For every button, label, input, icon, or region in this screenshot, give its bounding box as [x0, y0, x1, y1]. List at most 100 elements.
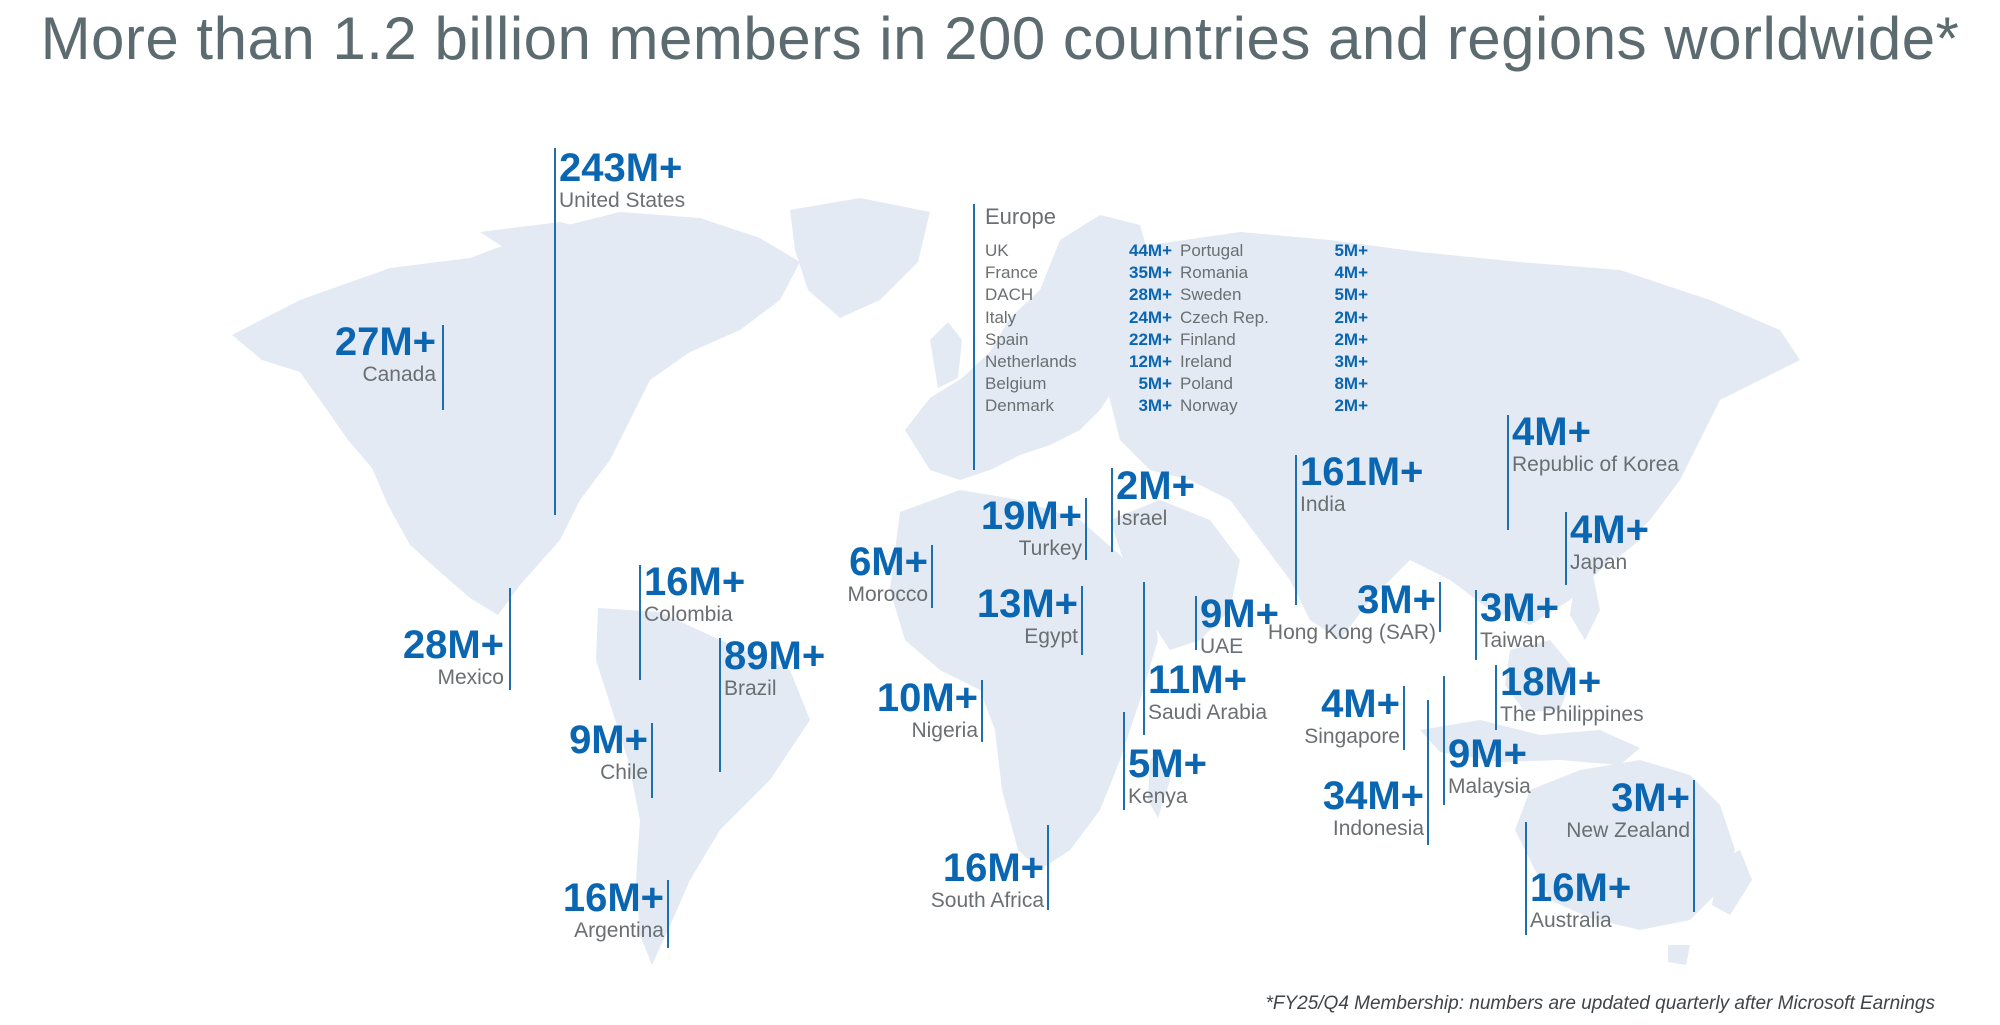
arctic-islands	[480, 222, 620, 258]
indonesia-leader-line	[1427, 700, 1429, 845]
region-callout-malaysia: 9M+ Malaysia	[1448, 734, 1531, 797]
colombia-leader-line	[639, 565, 641, 680]
europe-country-count: 5M+	[1138, 374, 1172, 394]
turkey-leader-line	[1085, 498, 1087, 560]
canada-leader-line	[442, 325, 444, 410]
europe-country-name: Sweden	[1180, 285, 1242, 305]
europe-country-count: 8M+	[1334, 374, 1368, 394]
indonesia-label: Indonesia	[1332, 817, 1424, 840]
north-america-landmass	[232, 212, 800, 615]
sea-islands	[1420, 720, 1640, 765]
region-callout-japan: 4M+ Japan	[1570, 510, 1649, 573]
saudi-arabia-label: Saudi Arabia	[1148, 701, 1268, 724]
japan-landmass	[1605, 450, 1655, 560]
region-callout-canada: 27M+ Canada	[335, 322, 436, 385]
nigeria-label: Nigeria	[911, 719, 978, 742]
europe-country-count: 3M+	[1138, 396, 1172, 416]
korea-leader-line	[1507, 415, 1509, 530]
united-states-leader-line	[554, 148, 556, 515]
south-africa-label: South Africa	[930, 889, 1044, 912]
region-callout-argentina: 16M+ Argentina	[563, 878, 664, 941]
footnote: *FY25/Q4 Membership: numbers are updated…	[1265, 993, 1935, 1014]
chile-member-count: 9M+	[569, 718, 648, 762]
uk-landmass	[930, 322, 962, 388]
europe-country-name: Ireland	[1180, 352, 1232, 371]
europe-country-count: 5M+	[1334, 285, 1368, 305]
region-callout-australia: 16M+ Australia	[1530, 868, 1631, 931]
europe-country-name: DACH	[985, 285, 1034, 305]
borneo-landmass	[1505, 640, 1575, 712]
israel-leader-line	[1111, 468, 1113, 552]
colombia-member-count: 16M+	[644, 560, 746, 604]
europe-country-count: 3M+	[1334, 352, 1368, 371]
israel-member-count: 2M+	[1116, 464, 1195, 508]
colombia-label: Colombia	[644, 603, 733, 626]
hong-kong-leader-line	[1439, 582, 1441, 632]
europe-country-name: Poland	[1180, 374, 1233, 394]
kenya-label: Kenya	[1128, 785, 1188, 808]
new-zealand-member-count: 3M+	[1611, 776, 1690, 820]
region-callout-united-states: 243M+ United States	[559, 148, 685, 211]
brazil-leader-line	[719, 638, 721, 772]
europe-country-count: 22M+	[1129, 329, 1172, 349]
singapore-member-count: 4M+	[1321, 682, 1400, 726]
europe-country-count: 2M+	[1334, 329, 1368, 349]
brazil-label: Brazil	[724, 677, 777, 700]
australia-label: Australia	[1530, 909, 1612, 932]
europe-country-name: Spain	[985, 329, 1029, 349]
new-zealand-label: New Zealand	[1566, 819, 1690, 842]
korea-label: Republic of Korea	[1512, 453, 1679, 476]
greenland-landmass	[790, 198, 930, 318]
europe-country-count: 28M+	[1129, 285, 1172, 305]
region-callout-brazil: 89M+ Brazil	[724, 636, 825, 699]
japan-label: Japan	[1570, 551, 1628, 574]
tasmania-landmass	[1668, 945, 1690, 965]
europe-country-name: Denmark	[985, 396, 1054, 416]
chile-leader-line	[651, 723, 653, 798]
region-callout-hong-kong: 3M+ Hong Kong (SAR)	[1268, 580, 1436, 643]
region-callout-saudi-arabia: 11M+ Saudi Arabia	[1148, 660, 1267, 723]
uae-member-count: 9M+	[1200, 592, 1279, 636]
south-africa-leader-line	[1047, 825, 1049, 910]
europe-country-name: France	[985, 263, 1038, 283]
argentina-leader-line	[667, 880, 669, 948]
australia-member-count: 16M+	[1530, 866, 1632, 910]
indonesia-member-count: 34M+	[1322, 774, 1424, 818]
korea-member-count: 4M+	[1512, 410, 1591, 454]
mexico-label: Mexico	[437, 666, 504, 689]
arabia-landmass	[1110, 500, 1240, 650]
new-zealand-leader-line	[1693, 780, 1695, 912]
europe-country-count: 35M+	[1129, 263, 1172, 283]
brazil-member-count: 89M+	[724, 634, 826, 678]
region-callout-turkey: 19M+ Turkey	[981, 496, 1082, 559]
europe-country-count: 2M+	[1334, 307, 1368, 327]
region-callout-india: 161M+ India	[1300, 452, 1423, 515]
india-member-count: 161M+	[1300, 450, 1424, 494]
argentina-label: Argentina	[574, 919, 664, 942]
united-states-member-count: 243M+	[559, 146, 683, 190]
europe-leader-line	[973, 204, 975, 470]
egypt-member-count: 13M+	[976, 582, 1078, 626]
europe-country-name: Belgium	[985, 374, 1047, 394]
africa-landmass	[890, 490, 1158, 870]
mexico-leader-line	[509, 588, 511, 690]
kenya-leader-line	[1123, 712, 1125, 810]
chile-label: Chile	[600, 761, 648, 784]
region-callout-chile: 9M+ Chile	[569, 720, 648, 783]
europe-country-name: Portugal	[1180, 241, 1244, 260]
uae-leader-line	[1195, 596, 1197, 650]
europe-country-name: Netherlands	[985, 352, 1077, 371]
singapore-leader-line	[1403, 686, 1405, 750]
india-label: India	[1300, 493, 1346, 516]
taiwan-leader-line	[1475, 590, 1477, 660]
kenya-member-count: 5M+	[1128, 742, 1207, 786]
europe-country-name: Finland	[1180, 329, 1236, 349]
europe-country-name: Romania	[1180, 263, 1249, 283]
scandinavia-landmass	[1040, 215, 1150, 310]
united-states-label: United States	[559, 189, 686, 212]
kamchatka-landmass	[1690, 320, 1730, 400]
nigeria-leader-line	[981, 680, 983, 742]
region-callout-morocco: 6M+ Morocco	[847, 542, 928, 605]
madagascar-landmass	[1148, 748, 1170, 818]
europe-country-name: UK	[985, 241, 1009, 260]
